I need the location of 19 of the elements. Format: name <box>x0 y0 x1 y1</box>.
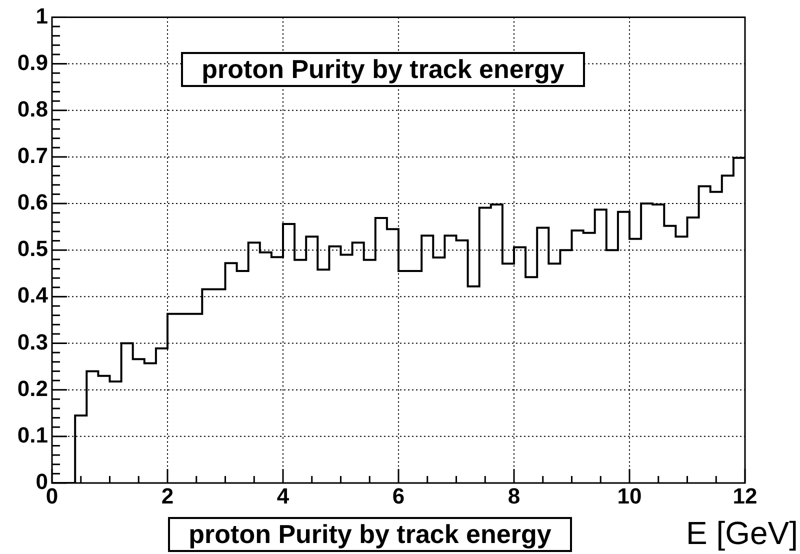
y-tick-label: 0.8 <box>17 96 48 122</box>
y-tick-label: 0.3 <box>17 329 48 354</box>
y-tick-label: 0.4 <box>17 282 49 308</box>
x-tick-label: 2 <box>161 483 174 508</box>
x-axis-title: E [GeV] <box>686 515 798 551</box>
x-tick-label: 12 <box>732 483 758 508</box>
y-tick-label: 0.6 <box>17 190 48 215</box>
x-tick-label: 8 <box>508 483 520 508</box>
x-tick-label: 6 <box>392 483 405 508</box>
y-tick-label: 0.2 <box>17 376 48 401</box>
x-tick-label: 4 <box>276 483 290 508</box>
y-tick-label: 0.5 <box>17 236 48 262</box>
text: proton Purity by track energy <box>168 517 572 552</box>
y-tick-label: 0.1 <box>17 422 48 448</box>
y-tick-label: 0.7 <box>17 143 48 168</box>
y-tick-label: 1 <box>36 3 48 28</box>
x-tick-label: 10 <box>617 483 642 508</box>
y-tick-label: 0.9 <box>17 50 48 75</box>
text: proton Purity by track energy <box>181 52 585 87</box>
